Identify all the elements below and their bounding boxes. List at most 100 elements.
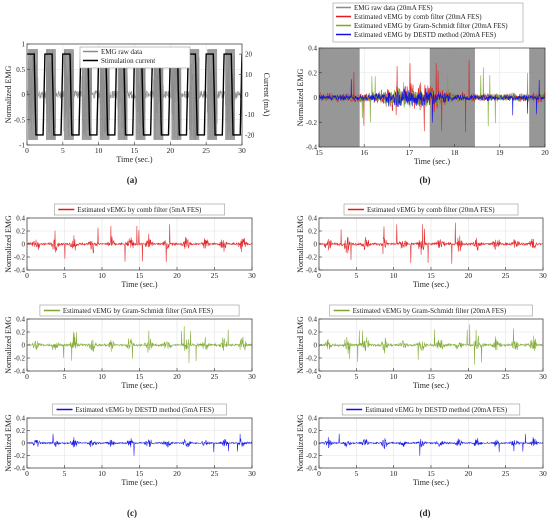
x-tick-label: 20 bbox=[465, 372, 473, 381]
y-tick-label: 0 bbox=[314, 94, 318, 102]
y-tick-label: 0 bbox=[22, 91, 26, 99]
chart-d2: 0 5 10 15 20 25 30 -0.4 -0.2 0 0.2 0.4 Time (sec.) No… bbox=[296, 304, 547, 390]
y-tick-label: 0.4 bbox=[16, 415, 25, 423]
series-comb-emg bbox=[319, 222, 543, 264]
y-tick-label: 1 bbox=[22, 41, 26, 49]
x-tick-label: 10 bbox=[390, 271, 398, 280]
legend: Estimated vEMG by comb filter (5mA FES) bbox=[53, 203, 225, 216]
x-tick-label: 25 bbox=[211, 372, 219, 381]
x-tick-label: 5 bbox=[61, 146, 65, 155]
legend-box bbox=[53, 203, 225, 216]
x-tick-label: 20 bbox=[173, 271, 181, 280]
y-tick-label: 0.4 bbox=[16, 215, 25, 223]
y-axis-label: Normalized EMG bbox=[4, 66, 13, 124]
x-tick-label: 15 bbox=[136, 271, 144, 280]
plot-area bbox=[319, 222, 543, 264]
x-tick-label: 0 bbox=[317, 469, 321, 478]
y-tick-label: -0.2 bbox=[14, 452, 26, 460]
series-comb-emg bbox=[27, 224, 252, 263]
y2-tick-label: 20 bbox=[245, 51, 253, 59]
legend-box bbox=[52, 403, 227, 416]
legend-entry: Estimated vEMG by Gram-Schmidt filter (2… bbox=[354, 22, 508, 30]
x-axis-label: Time (sec.) bbox=[121, 381, 157, 390]
legend: Estimated vEMG by Gram-Schmidt filter (5… bbox=[39, 304, 240, 317]
x-tick-label: 25 bbox=[502, 469, 510, 478]
x-tick-label: 25 bbox=[502, 372, 510, 381]
y-axis-label: Normalized EMG bbox=[296, 69, 305, 127]
legend: Estimated vEMG by DESTD method (20mA FES… bbox=[341, 403, 521, 416]
legend-entry: EMG raw data bbox=[101, 48, 143, 56]
x-tick-label: 20 bbox=[465, 271, 473, 280]
x-tick-label: 10 bbox=[98, 271, 106, 280]
legend: Estimated vEMG by DESTD method (5mA FES) bbox=[52, 403, 227, 416]
x-tick-label: 30 bbox=[539, 469, 547, 478]
y-tick-label: 0.4 bbox=[308, 45, 317, 53]
x-tick-label: 0 bbox=[25, 271, 29, 280]
y-tick-label: -0.4 bbox=[306, 267, 318, 275]
series-raw-emg-block bbox=[189, 49, 200, 140]
x-tick-label: 5 bbox=[63, 469, 67, 478]
x-tick-label: 30 bbox=[248, 271, 256, 280]
x-axis-label: Time (sec.) bbox=[116, 155, 152, 164]
x-tick-label: 17 bbox=[406, 148, 414, 157]
x-tick-label: 0 bbox=[25, 469, 29, 478]
y2-tick-label: 0 bbox=[245, 91, 249, 99]
x-tick-label: 25 bbox=[502, 271, 510, 280]
legend-entry: Estimated vEMG by DESTD method (20mA FES… bbox=[354, 31, 497, 39]
y-tick-label: -0.2 bbox=[306, 452, 318, 460]
x-tick-label: 25 bbox=[211, 271, 219, 280]
series-raw-emg-block bbox=[153, 49, 164, 140]
y-tick-label: -0.4 bbox=[14, 465, 26, 473]
y-tick-label: -1 bbox=[19, 142, 25, 150]
series-destd-emg bbox=[27, 433, 252, 456]
x-tick-label: 10 bbox=[98, 469, 106, 478]
series-destd-emg bbox=[319, 79, 545, 123]
y-tick-label: 0.2 bbox=[16, 329, 25, 337]
x-tick-label: 19 bbox=[496, 148, 504, 157]
x-tick-label: 30 bbox=[238, 146, 246, 155]
x-tick-label: 10 bbox=[390, 469, 398, 478]
x-tick-label: 15 bbox=[427, 372, 435, 381]
y2-tick-label: -20 bbox=[245, 131, 255, 139]
y-tick-label: -0.2 bbox=[14, 355, 26, 363]
plot-area bbox=[319, 48, 545, 147]
legend: EMG raw data (20mA FES)Estimated vEMG by… bbox=[332, 2, 524, 43]
plot-area bbox=[27, 326, 252, 364]
y-tick-label: 0.4 bbox=[308, 316, 317, 324]
y-tick-label: 0.2 bbox=[308, 329, 317, 337]
y-tick-label: 0 bbox=[314, 241, 318, 249]
x-tick-label: 20 bbox=[173, 372, 181, 381]
y-tick-label: -0.4 bbox=[14, 267, 26, 275]
y-tick-label: -0.2 bbox=[306, 355, 318, 363]
legend-entry: Estimated vEMG by DESTD method (20mA FES… bbox=[365, 406, 508, 414]
y-tick-label: -0.2 bbox=[306, 119, 318, 127]
series-raw-emg bbox=[27, 49, 242, 140]
x-axis-label: Time (sec.) bbox=[413, 280, 449, 289]
chart-b: 15 16 17 18 19 20 -0.4 -0.2 0 0.2 0.4 Time (sec.) No… bbox=[296, 2, 549, 166]
y-tick-label: 0 bbox=[22, 342, 26, 350]
y-tick-label: -0.4 bbox=[306, 368, 318, 376]
chart-c2: 0 5 10 15 20 25 30 -0.4 -0.2 0 0.2 0.4 Time (sec.) No… bbox=[4, 304, 256, 390]
legend-entry: Estimated vEMG by Gram-Schmidt filter (2… bbox=[353, 307, 507, 315]
y2-tick-label: -10 bbox=[245, 111, 255, 119]
panel-label: (c) bbox=[127, 508, 137, 518]
legend-entry: Stimulation current bbox=[101, 57, 155, 65]
x-tick-label: 25 bbox=[211, 469, 219, 478]
y-tick-label: 0.4 bbox=[308, 215, 317, 223]
panel-label: (d) bbox=[420, 508, 431, 518]
y-tick-label: 0.2 bbox=[16, 427, 25, 435]
x-tick-label: 0 bbox=[25, 146, 29, 155]
y-tick-label: -0.4 bbox=[306, 465, 318, 473]
plot-area bbox=[27, 224, 252, 263]
plot-area bbox=[319, 324, 543, 365]
x-tick-label: 18 bbox=[451, 148, 459, 157]
x-tick-label: 15 bbox=[427, 469, 435, 478]
y2-tick-label: 10 bbox=[245, 71, 253, 79]
chart-a: 0 5 10 15 20 25 30 -1 -0.5 0 0.5 1 -20 -10 0 10 20 Curren… bbox=[4, 41, 271, 165]
y-axis-label: Normalized EMG bbox=[4, 316, 13, 374]
y-tick-label: 0.2 bbox=[308, 427, 317, 435]
x-tick-label: 5 bbox=[354, 469, 358, 478]
y-axis-label: Normalized EMG bbox=[296, 215, 305, 273]
